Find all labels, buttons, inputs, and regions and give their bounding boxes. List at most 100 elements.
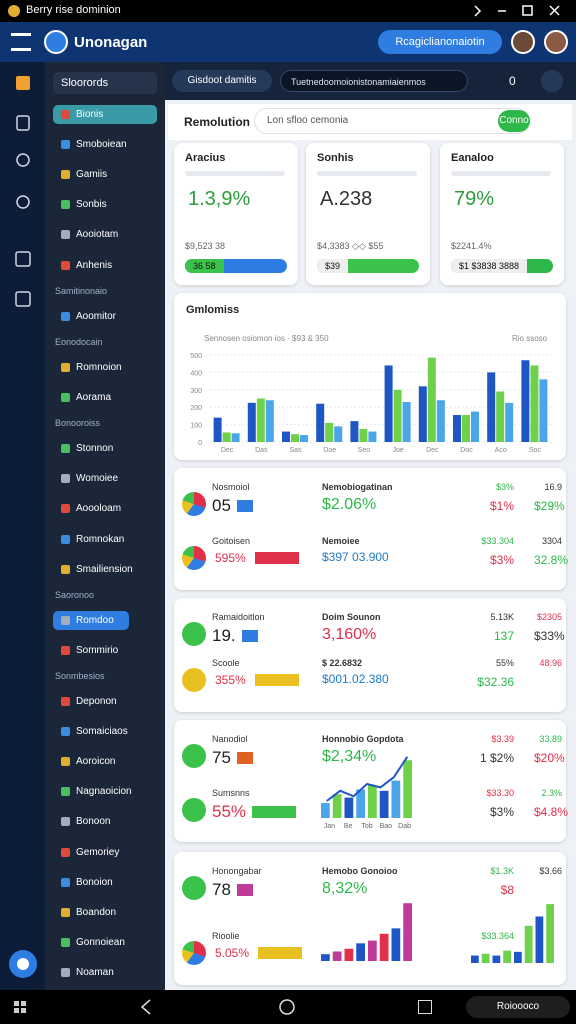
sidebar-item[interactable]: Romdoo xyxy=(53,610,129,630)
bar xyxy=(418,386,427,442)
row-title: $ 22.6832 xyxy=(322,658,363,668)
item-icon xyxy=(61,757,70,767)
item-label: Gemoriey xyxy=(76,846,120,858)
stat-card: Eanaloo 79% $2241.4% $1 $3838 3888 xyxy=(440,143,564,285)
item-icon xyxy=(61,200,70,210)
row-badge xyxy=(258,947,303,959)
item-icon xyxy=(61,787,70,797)
sidebar-item[interactable]: Nagnaoicion xyxy=(53,782,157,801)
bar xyxy=(359,428,368,442)
item-label: Deponon xyxy=(76,696,117,708)
sidebar-item[interactable]: Gamiis xyxy=(53,165,157,184)
sidebar-item[interactable]: Anhenis xyxy=(53,256,157,275)
bar xyxy=(471,411,479,442)
row-amount: $2.06% xyxy=(322,496,377,513)
item-label: Sommirio xyxy=(76,644,119,656)
item-icon xyxy=(61,362,70,372)
mini-bar xyxy=(332,951,342,961)
bar xyxy=(436,400,445,442)
item-icon xyxy=(61,311,70,321)
item-label: Smoboiean xyxy=(76,139,127,151)
window-controls xyxy=(474,5,560,17)
bar xyxy=(505,402,514,442)
sidebar: Sloorords Bionis Smoboiean Gamiis Sonbis Aooi… xyxy=(45,62,165,990)
sidebar-item[interactable]: Boandon xyxy=(53,903,157,922)
bar xyxy=(427,357,436,442)
item-label: Anhenis xyxy=(76,259,113,271)
sidebar-item[interactable]: Bonoon xyxy=(53,812,157,831)
row-stat: $3% xyxy=(489,553,514,567)
stat-card: Sonhis A.238 $4,3383 ◇◇ $55 $39 xyxy=(306,143,430,285)
status-title: Berry rise dominion xyxy=(26,4,121,16)
row-icon xyxy=(182,798,206,822)
chart-plot: 0 100 200 300 400 500 Dec Das Sas Doe Seo Joe Dec Doc… xyxy=(190,353,552,454)
row-label: Nosmoiol xyxy=(212,482,250,492)
row-stat: $3% xyxy=(495,482,514,492)
sidebar-item[interactable]: Aoomitor xyxy=(53,307,157,326)
bar xyxy=(265,400,274,442)
row-badge xyxy=(241,630,258,642)
recents-button[interactable] xyxy=(418,1000,432,1014)
row-stat: $33.304 xyxy=(481,536,514,546)
row-badge xyxy=(236,752,253,764)
item-label: Sonbis xyxy=(76,199,107,211)
row-title: Honnobio Gopdota xyxy=(322,734,404,744)
sidebar-item[interactable]: Bionis xyxy=(53,105,157,125)
sidebar-item[interactable]: Romnoion xyxy=(53,358,157,377)
menu-button[interactable] xyxy=(11,33,31,51)
avatar[interactable] xyxy=(544,30,568,54)
sidebar-item[interactable]: Stonnon xyxy=(53,439,157,458)
header-action[interactable]: Rcagiclianonaiotin xyxy=(378,30,502,54)
list-card: Honongabar 78 Hemobo Gonoioo 8,32% $1.3K $3.6… xyxy=(174,852,566,985)
sidebar-item[interactable]: Sonbis xyxy=(53,195,157,214)
x-tick-label: Joe xyxy=(392,447,403,454)
bar xyxy=(256,398,265,442)
toolbar-search[interactable]: Tuetnedoomoionistonamiaienmos xyxy=(280,70,468,92)
row-icon xyxy=(182,492,206,516)
sidebar-item[interactable]: Aoooloam xyxy=(53,499,157,518)
page-button[interactable]: Conno xyxy=(498,110,530,132)
row-amount: $397 03.900 xyxy=(322,550,389,564)
item-label: Womoiee xyxy=(76,473,119,485)
toolbar-tab[interactable]: Gisdoot damitis xyxy=(172,70,272,92)
row-icon xyxy=(182,622,206,646)
rail-icons xyxy=(9,76,37,978)
bar xyxy=(350,421,359,442)
row-amount: 3,160% xyxy=(322,626,377,643)
mini-line xyxy=(326,756,409,802)
item-icon xyxy=(61,504,70,514)
chart-title: Gmlomiss xyxy=(186,304,240,316)
row-title: Nemobiogatinan xyxy=(322,482,393,492)
sidebar-item[interactable]: Romnokan xyxy=(53,530,157,549)
sidebar-item[interactable]: Noaman xyxy=(53,963,157,982)
item-label: Stonnon xyxy=(76,443,114,455)
row-stat: $3.66 xyxy=(539,866,562,876)
row-value-wrap: 19. xyxy=(212,626,258,646)
sidebar-item[interactable]: Aoroicon xyxy=(53,752,157,771)
stat-footnote: $9,523 38 xyxy=(185,241,226,251)
sidebar-item[interactable]: Aorama xyxy=(53,388,157,407)
mini-bar xyxy=(356,943,365,961)
sidebar-item[interactable]: Smailiension xyxy=(53,560,157,579)
item-icon xyxy=(61,444,70,454)
row-label: Rioolie xyxy=(212,931,240,941)
avatar[interactable] xyxy=(511,30,535,54)
row-value: 355% xyxy=(215,673,246,687)
nav-search[interactable]: Roioooco xyxy=(466,996,570,1018)
sidebar-item[interactable]: Gemoriey xyxy=(53,843,157,862)
row-title: Hemobo Gonoioo xyxy=(322,866,398,876)
sidebar-item[interactable]: Sommirio xyxy=(53,641,157,660)
sidebar-item[interactable]: Bonoion xyxy=(53,873,157,892)
sidebar-item[interactable]: Somaiciaos xyxy=(53,722,157,741)
toolbar-settings[interactable] xyxy=(541,70,563,92)
page-search[interactable]: Lon sfloo cemonia xyxy=(254,108,530,134)
stat-badge: $39 xyxy=(317,259,349,273)
sidebar-item[interactable]: Deponon xyxy=(53,692,157,711)
row-stat: $3% xyxy=(489,805,514,819)
sidebar-item[interactable]: Smoboiean xyxy=(53,135,157,154)
row-stat: $1% xyxy=(489,499,514,513)
icon-rail xyxy=(0,62,45,990)
sidebar-item[interactable]: Gonnoiean xyxy=(53,933,157,952)
sidebar-item[interactable]: Womoiee xyxy=(53,469,157,488)
sidebar-item[interactable]: Aooiotam xyxy=(53,225,157,244)
